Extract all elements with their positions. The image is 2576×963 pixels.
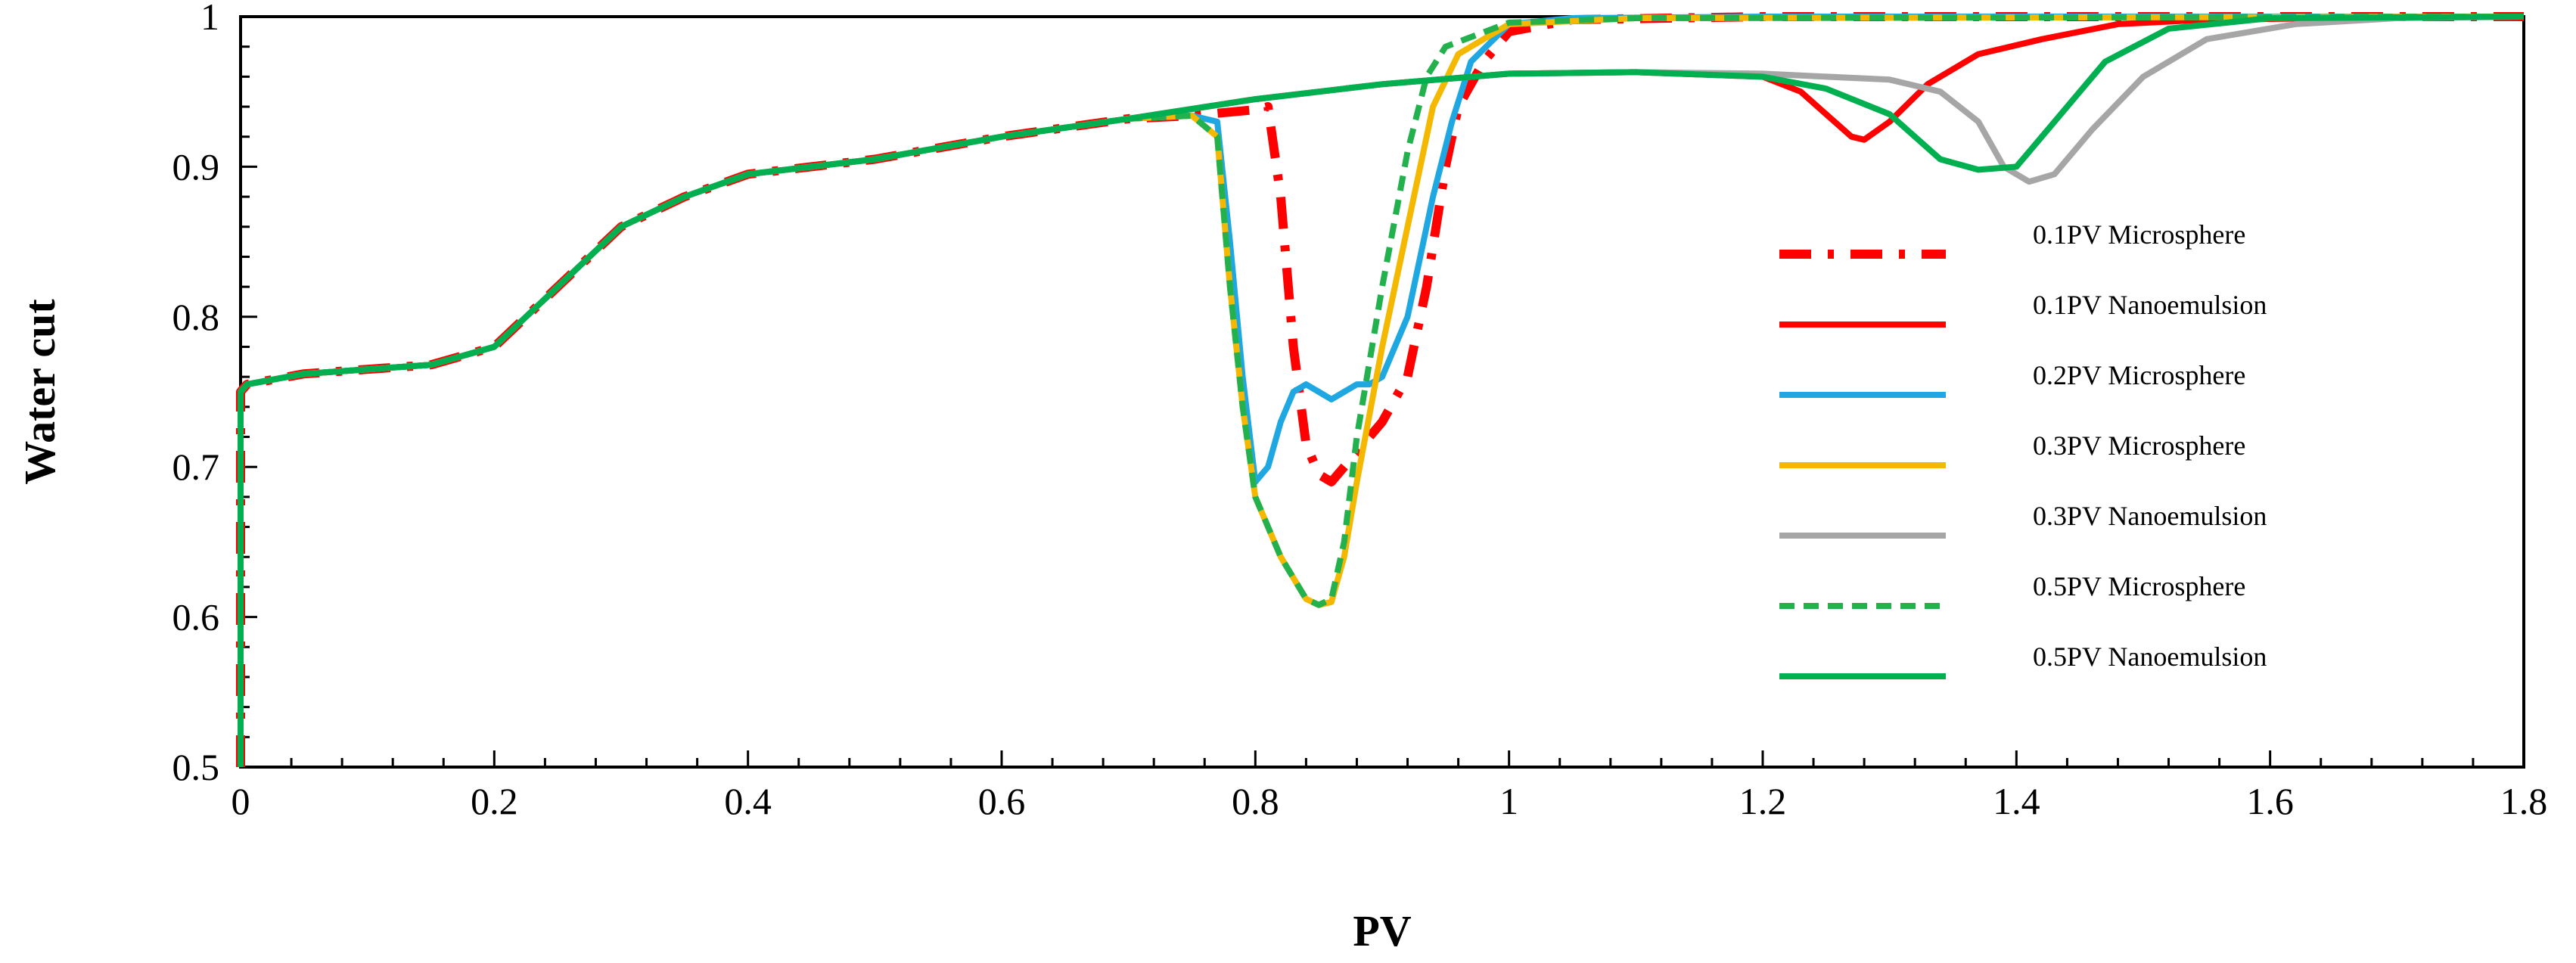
y-tick-label: 0.5 xyxy=(172,746,220,788)
series-line-1 xyxy=(236,12,2524,767)
x-tick-label: 1.6 xyxy=(2246,780,2294,822)
x-tick-label: 1.4 xyxy=(1993,780,2040,822)
legend-label: 0.5PV Microsphere xyxy=(2033,571,2245,601)
x-tick-label: 1 xyxy=(1499,780,1518,822)
legend: 0.1PV Microsphere 0.1PV Nanoemulsion 0.2PV… xyxy=(1779,219,2267,679)
y-tick-label: 1 xyxy=(200,0,219,38)
legend-label: 0.1PV Nanoemulsion xyxy=(2033,290,2267,320)
y-axis-title: Water cut xyxy=(15,299,64,485)
y-tick-label: 0.6 xyxy=(172,596,220,638)
legend-label: 0.5PV Nanoemulsion xyxy=(2033,641,2267,672)
legend-label: 0.3PV Nanoemulsion xyxy=(2033,501,2267,531)
legend-label: 0.1PV Microsphere xyxy=(2033,219,2245,250)
x-tick-label: 0 xyxy=(231,780,250,822)
x-tick-label: 1.8 xyxy=(2500,780,2548,822)
y-tick-label: 0.7 xyxy=(172,446,220,488)
series-line-7 xyxy=(238,14,2525,767)
x-tick-label: 0.4 xyxy=(724,780,772,822)
y-tick-label: 0.8 xyxy=(172,296,220,338)
x-axis-title: PV xyxy=(1353,906,1411,955)
x-tick-label: 1.2 xyxy=(1739,780,1787,822)
series-group xyxy=(236,12,2525,767)
x-tick-label: 0.8 xyxy=(1232,780,1279,822)
legend-label: 0.2PV Microsphere xyxy=(2033,360,2245,390)
legend-label: 0.3PV Microsphere xyxy=(2033,430,2245,461)
axis-ticks: 0 0.2 0.4 0.6 0.8 1 1.2 1.4 1.6 1.8 0.5 0.6 0.7 0.8 0.… xyxy=(172,0,2548,822)
x-tick-label: 0.6 xyxy=(978,780,1026,822)
x-tick-label: 0.2 xyxy=(471,780,518,822)
y-tick-label: 0.9 xyxy=(172,145,220,188)
